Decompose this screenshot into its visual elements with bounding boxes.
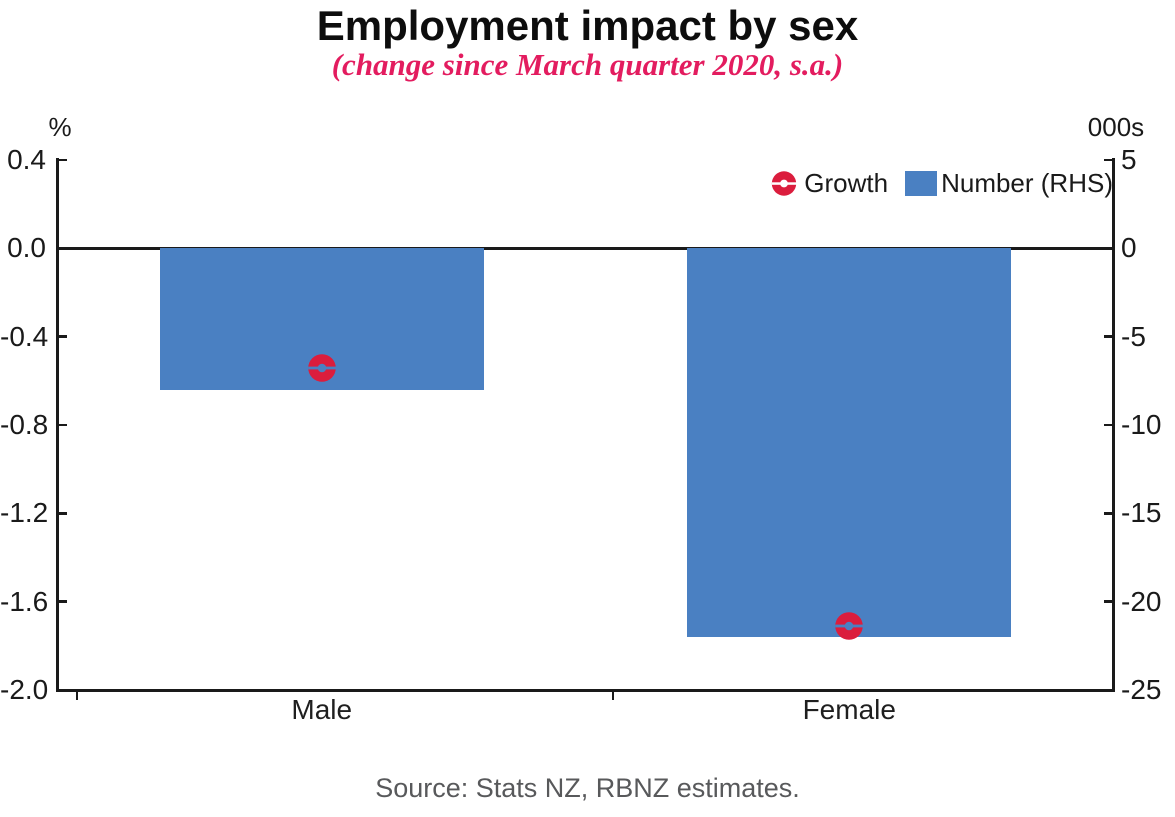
legend-item-number: Number (RHS)	[905, 168, 1113, 199]
left-axis-tick	[58, 512, 67, 515]
right-axis-tick	[1104, 158, 1113, 162]
left-tick-label: -0.4	[0, 320, 49, 352]
plot-area	[58, 158, 1113, 692]
left-tick-label: 0.4	[7, 144, 46, 175]
right-tick-label: -10	[1121, 409, 1162, 440]
right-axis-tick	[1104, 335, 1113, 338]
chart-title: Employment impact by sex	[316, 2, 859, 49]
right-axis-tick	[1104, 600, 1113, 603]
left-axis-tick	[58, 600, 67, 603]
right-axis-tick	[1104, 512, 1113, 515]
right-tick-label: -25	[1121, 674, 1162, 705]
legend-item-growth: Growth	[771, 168, 888, 199]
growth-donut-marker-icon	[771, 170, 801, 197]
legend-label-growth: Growth	[804, 167, 889, 198]
right-axis-line	[1112, 158, 1115, 692]
x-axis-tick	[611, 691, 615, 700]
x-label-male: Male	[291, 694, 353, 725]
right-tick-label: -20	[1121, 585, 1162, 617]
right-axis-tick	[1104, 247, 1113, 250]
left-tick-label: -0.8	[0, 409, 49, 440]
left-axis-tick	[58, 335, 67, 338]
zero-line	[58, 247, 1113, 250]
right-tick-label: 5	[1121, 144, 1137, 175]
right-axis-unit: 000s	[1087, 112, 1145, 142]
left-tick-label: 0.0	[7, 232, 46, 264]
legend: Growth Number (RHS)	[771, 167, 1113, 199]
left-tick-label: -1.6	[0, 585, 49, 617]
chart-subtitle: (change since March quarter 2020, s.a.)	[331, 47, 844, 82]
x-axis-tick	[75, 691, 79, 700]
growth-marker-female	[834, 611, 872, 641]
bar-female	[687, 248, 1012, 637]
left-axis-tick	[58, 423, 67, 427]
left-axis-tick	[58, 247, 67, 250]
right-tick-label: 0	[1121, 232, 1137, 264]
x-label-female: Female	[802, 694, 896, 725]
left-axis-line	[56, 158, 59, 692]
right-axis-tick	[1104, 688, 1113, 692]
left-axis-tick	[58, 688, 67, 692]
left-axis-unit: %	[48, 112, 72, 142]
left-tick-label: -1.2	[0, 497, 49, 529]
number-square-swatch-icon	[905, 170, 938, 196]
source-note: Source: Stats NZ, RBNZ estimates.	[375, 773, 800, 803]
bottom-axis-line	[56, 689, 1115, 692]
left-axis-tick	[58, 158, 67, 162]
left-tick-label: -2.0	[0, 674, 49, 705]
legend-label-number: Number (RHS)	[941, 167, 1113, 198]
right-tick-label: -5	[1121, 320, 1146, 352]
right-axis-tick	[1104, 423, 1113, 427]
right-tick-label: -15	[1121, 497, 1162, 529]
growth-marker-male	[307, 353, 345, 383]
